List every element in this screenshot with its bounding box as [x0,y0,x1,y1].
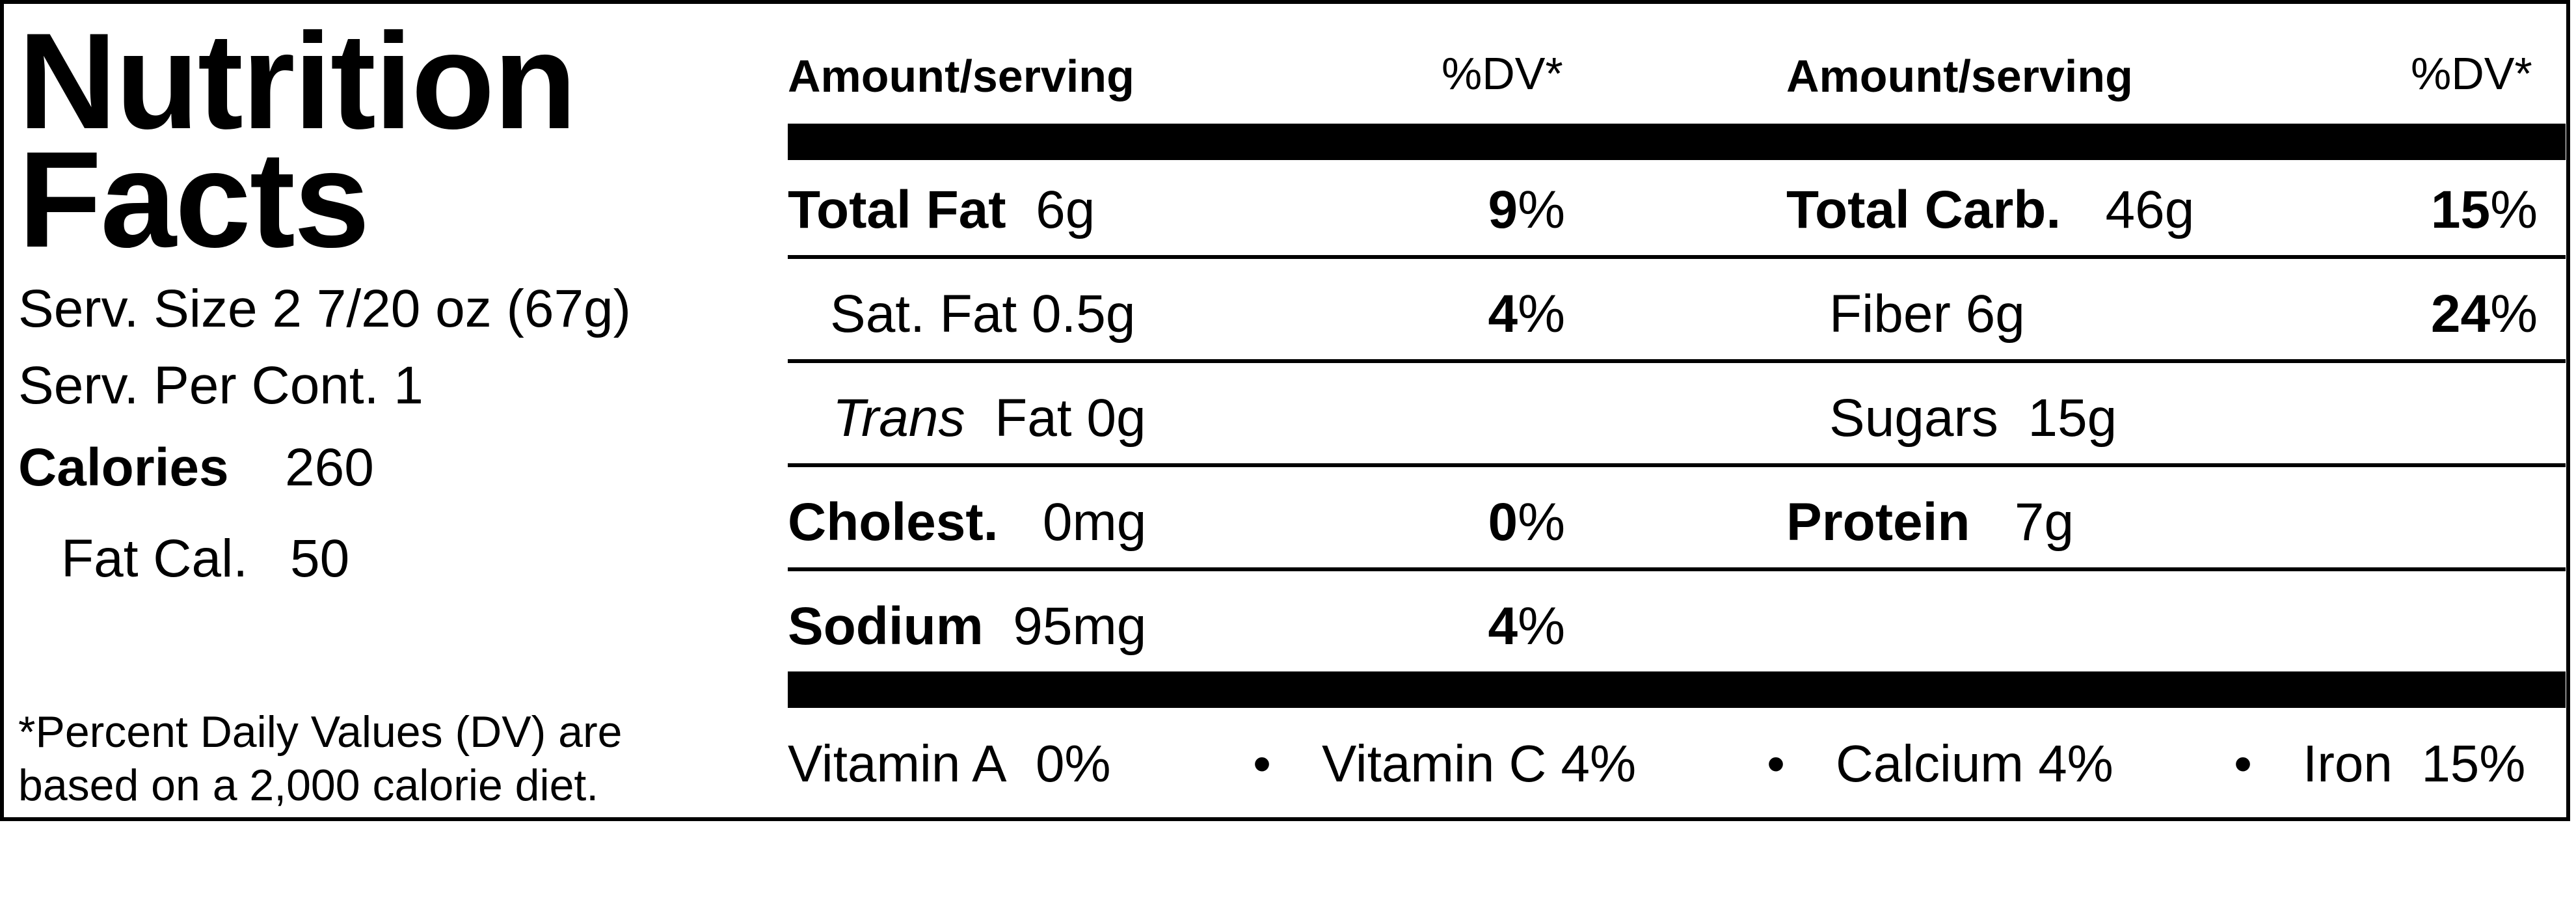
dv-fiber: 24% [2408,288,2538,341]
dv-cholesterol: 0% [1435,496,1565,549]
bullet-separator: • [2234,735,2253,792]
vitamin-value: 4% [1561,735,1637,792]
fat-calories-value: 50 [290,529,350,588]
nutrient-row-protein: Protein 7g [1786,496,2074,549]
amount-per-serving-header-left: Amount/serving [788,51,1134,102]
vitamin-c: Vitamin C 4% [1322,738,1636,790]
nutrient-name: Sodium [788,597,984,656]
dv-value: 9 [1488,180,1518,239]
vitamin-value: 4% [2038,735,2113,792]
dv-unit: % [1518,180,1565,239]
dv-unit: % [1518,493,1565,552]
dv-value: 0 [1488,493,1518,552]
bullet-separator: • [1253,735,1272,792]
nutrient-amount: 6g [1965,284,2025,344]
nutrient-row-total-fat: Total Fat 6g [788,183,1095,237]
vitamin-value: 0% [1035,735,1111,792]
nutrient-amount: 0.5g [1031,284,1136,344]
bottom-thick-divider [788,671,2566,708]
vitamin-a: Vitamin A 0% [788,738,1111,790]
nutrient-row-sat-fat: Sat. Fat 0.5g [830,288,1136,341]
dv-value: 24 [2430,284,2491,344]
vitamin-label: Iron [2303,735,2393,792]
title-line-2: Facts [18,123,370,276]
vitamin-value: 15% [2421,735,2526,792]
title-line-1: Nutrition [18,5,577,157]
dv-header-left: %DV* [1442,48,1563,99]
nutrient-name: Cholest. [788,493,999,552]
dv-sat-fat: 4% [1435,288,1565,341]
vitamin-label: Vitamin C [1322,735,1547,792]
nutrient-amount: 0mg [1042,493,1147,552]
nutrient-row-sodium: Sodium 95mg [788,600,1146,653]
servings-per-container: Serv. Per Cont. 1 [18,356,423,415]
daily-value-footnote: *Percent Daily Values (DV) are based on … [18,705,622,812]
row-divider [788,255,2566,259]
nutrient-row-sugars: Sugars 15g [1829,392,2117,445]
nutrient-amount: 46g [2105,180,2195,239]
nutrient-name: Total Carb. [1786,180,2061,239]
nutrient-name: Trans [833,388,965,448]
dv-value: 4 [1488,284,1518,344]
nutrient-name: Sat. Fat [830,284,1017,344]
row-divider [788,463,2566,467]
nutrient-amount: 15g [2028,388,2117,448]
nutrient-row-fiber: Fiber 6g [1829,288,2025,341]
nutrient-row-trans-fat: Trans Fat 0g [833,392,1146,445]
nutrient-amount: 6g [1036,180,1095,239]
dv-unit: % [1518,597,1565,656]
dv-unit: % [1518,284,1565,344]
dv-total-fat: 9% [1435,183,1565,237]
dv-value: 4 [1488,597,1518,656]
nutrient-name: Fiber [1829,284,1951,344]
nutrient-row-cholesterol: Cholest. 0mg [788,496,1146,549]
nutrition-facts-label: Nutrition Facts Serv. Size 2 7/20 oz (67… [0,0,2570,821]
footnote-line-1: *Percent Daily Values (DV) are [18,707,623,757]
dv-unit: % [2490,180,2538,239]
nutrient-amount: Fat 0g [995,388,1146,448]
vitamin-label: Calcium [1836,735,2024,792]
nutrient-row-total-carb: Total Carb. 46g [1786,183,2194,237]
calories-value: 260 [285,438,374,497]
nutrient-name: Sugars [1829,388,1998,448]
dv-value: 15 [2430,180,2491,239]
footnote-line-2: based on a 2,000 calorie diet. [18,761,599,810]
nutrient-name: Protein [1786,493,1970,552]
nutrient-name: Total Fat [788,180,1006,239]
vitamin-label: Vitamin A [788,735,1007,792]
dv-sodium: 4% [1435,600,1565,653]
nutrient-amount: 95mg [1013,597,1147,656]
row-divider [788,567,2566,571]
label-title: Nutrition Facts [18,5,577,276]
iron: Iron 15% [2303,738,2525,790]
dv-total-carb: 15% [2408,183,2538,237]
nutrient-amount: 7g [2014,493,2074,552]
top-thick-divider [788,124,2566,160]
dv-header-right: %DV* [2411,48,2532,99]
calories-label: Calories [18,438,229,497]
dv-unit: % [2490,284,2538,344]
serving-size: Serv. Size 2 7/20 oz (67g) [18,279,631,338]
amount-per-serving-header-right: Amount/serving [1786,51,2133,102]
calcium: Calcium 4% [1836,738,2113,790]
bullet-separator: • [1767,735,1786,792]
row-divider [788,359,2566,363]
fat-calories-label: Fat Cal. [61,529,248,588]
